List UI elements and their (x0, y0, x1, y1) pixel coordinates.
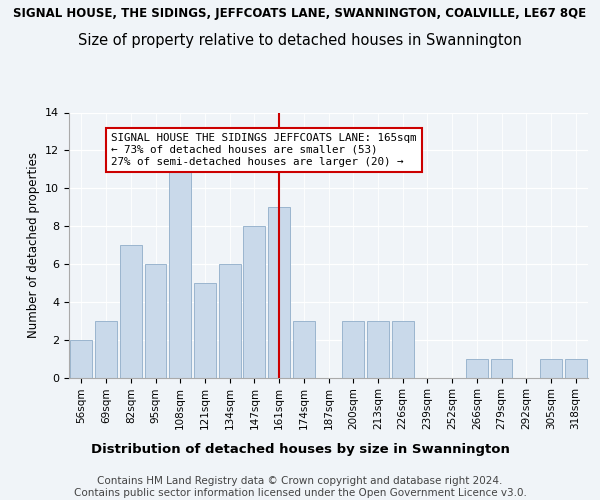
Text: Size of property relative to detached houses in Swannington: Size of property relative to detached ho… (78, 32, 522, 48)
Bar (70, 340, 92, 378)
Bar (540, 358, 562, 378)
Bar (268, 207, 290, 378)
Bar (491, 358, 512, 378)
Bar (343, 320, 364, 378)
Bar (293, 320, 314, 378)
Bar (392, 320, 413, 378)
Bar (194, 283, 216, 378)
Bar (120, 245, 142, 378)
Text: Contains HM Land Registry data © Crown copyright and database right 2024.
Contai: Contains HM Land Registry data © Crown c… (74, 476, 526, 498)
Bar (565, 358, 587, 378)
Text: SIGNAL HOUSE, THE SIDINGS, JEFFCOATS LANE, SWANNINGTON, COALVILLE, LE67 8QE: SIGNAL HOUSE, THE SIDINGS, JEFFCOATS LAN… (13, 8, 587, 20)
Bar (219, 264, 241, 378)
Y-axis label: Number of detached properties: Number of detached properties (26, 152, 40, 338)
Text: SIGNAL HOUSE THE SIDINGS JEFFCOATS LANE: 165sqm
← 73% of detached houses are sma: SIGNAL HOUSE THE SIDINGS JEFFCOATS LANE:… (111, 134, 416, 166)
Bar (169, 150, 191, 378)
Text: Distribution of detached houses by size in Swannington: Distribution of detached houses by size … (91, 442, 509, 456)
Bar (145, 264, 166, 378)
Bar (95, 320, 117, 378)
Bar (244, 226, 265, 378)
Bar (466, 358, 488, 378)
Bar (367, 320, 389, 378)
